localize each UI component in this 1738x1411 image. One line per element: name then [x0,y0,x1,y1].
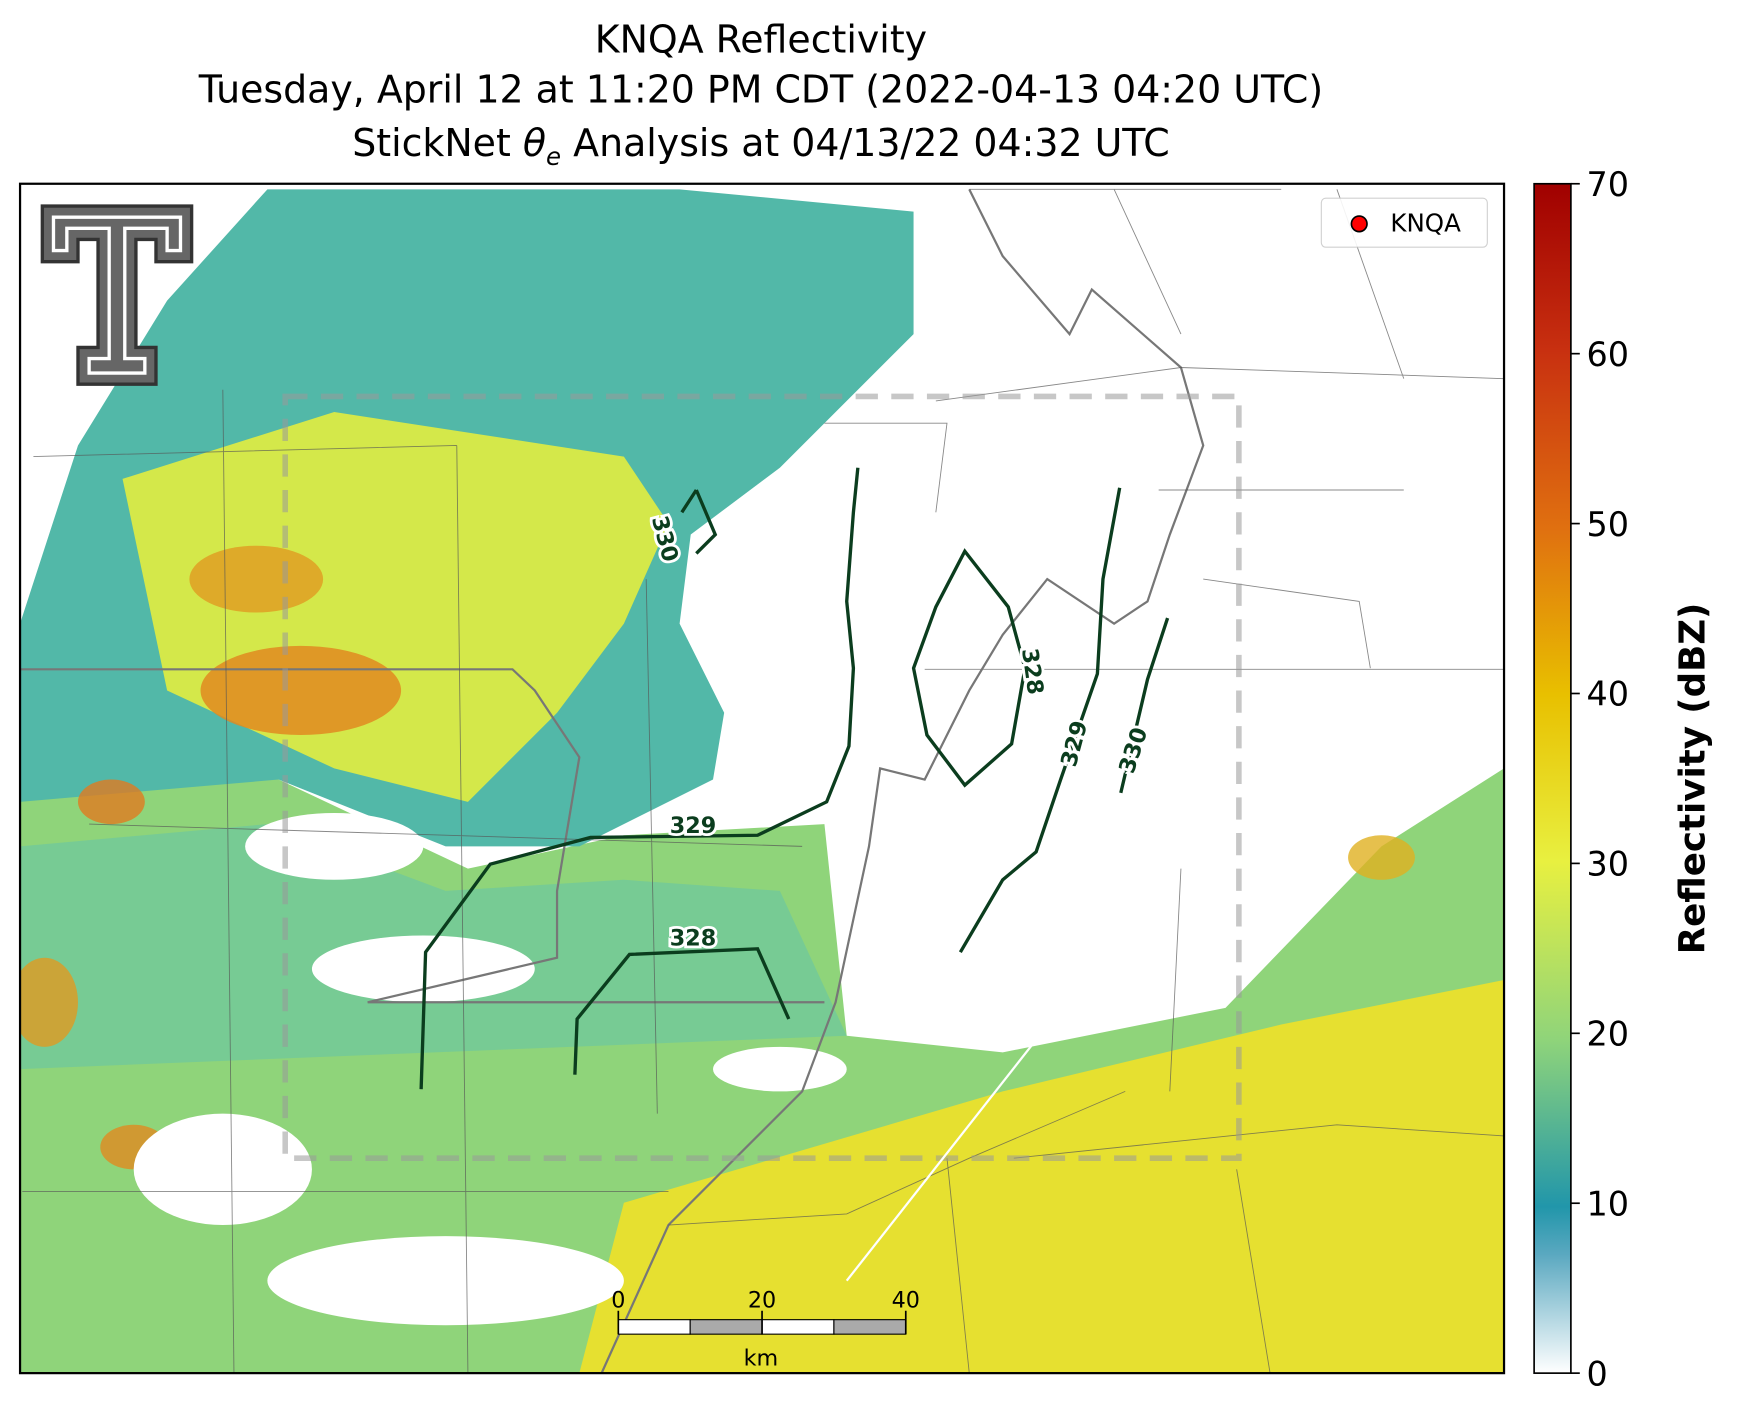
theta-symbol: θ [523,121,546,165]
colorbar: Reflectivity (dBZ) 0 10 20 30 40 50 60 70 [1533,165,1714,1393]
colorbar-tick-label: 40 [1586,675,1629,714]
legend: KNQA [1320,197,1488,248]
colorbar-tick-label: 50 [1586,505,1629,544]
contour-label: 328 [670,925,716,951]
analysis-suffix: Analysis at 04/13/22 04:32 UTC [561,121,1170,165]
plot-frame [18,182,1506,1375]
scale-tick-label: 0 [611,1287,625,1313]
colorbar-tick-label: 70 [1586,165,1629,204]
theta-subscript: e [546,142,561,171]
analysis-title: StickNet θe Analysis at 04/13/22 04:32 U… [352,121,1169,171]
logo [40,204,194,386]
subtitle: Tuesday, April 12 at 11:20 PM CDT (2022-… [198,67,1323,111]
colorbar-tick-label: 0 [1586,1354,1607,1393]
scale-unit: km [744,1345,779,1371]
radar-map [20,183,1505,1374]
scale-segment [761,1319,835,1335]
scale-segment [833,1319,907,1335]
colorbar-tick-label: 10 [1586,1184,1629,1223]
legend-box [1320,197,1488,248]
contour-label: 329 [670,813,716,839]
colorbar-tick-label: 20 [1586,1015,1629,1054]
scale-segment [617,1319,691,1335]
colorbar-label: Reflectivity (dBZ) [1673,603,1714,955]
title: KNQA Reflectivity [595,17,927,61]
colorbar-tick-label: 30 [1586,845,1629,884]
scale-bar: km 0 20 40 [611,1287,920,1371]
analysis-prefix: StickNet [352,121,523,165]
legend-label: KNQA [1390,209,1461,238]
colorbar-ramp [1533,182,1572,1374]
legend-marker [1350,215,1368,233]
scale-segment [689,1319,763,1335]
colorbar-tick-label: 60 [1586,335,1629,374]
scale-tick-label: 40 [892,1287,920,1313]
scale-tick-label: 20 [748,1287,776,1313]
